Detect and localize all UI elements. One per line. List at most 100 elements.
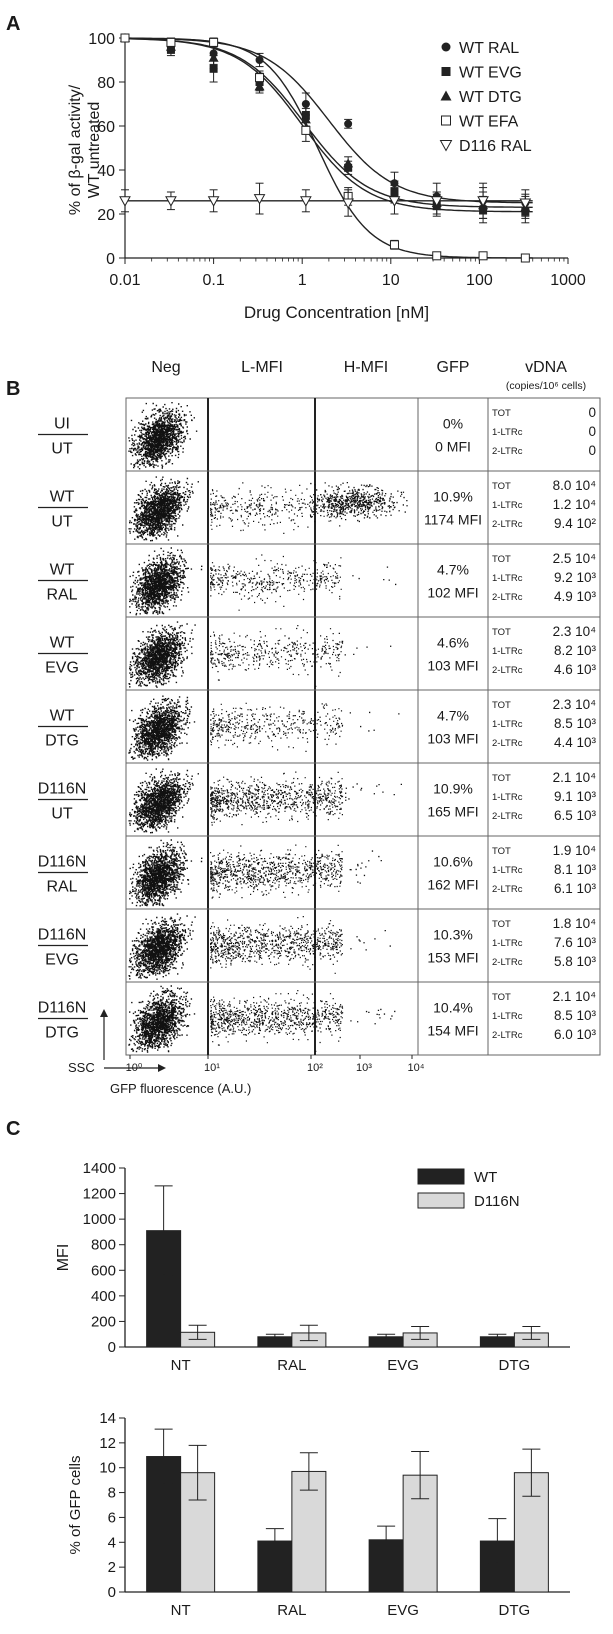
row-condition-top: WT	[50, 489, 75, 506]
legend-label: WT EFA	[459, 114, 519, 131]
y-tick-label: 6	[108, 1509, 116, 1526]
legend-label: WT EVG	[459, 65, 522, 82]
row-gfp-percent: 4.6%	[437, 635, 469, 651]
legend-label: WT RAL	[459, 40, 519, 57]
ssc-axis-label: SSC	[68, 1060, 95, 1075]
flow-cytometry-dots	[128, 913, 391, 980]
row-condition-top: D116N	[38, 927, 87, 944]
row-condition-bottom: UT	[51, 514, 73, 531]
y-tick-label: 10	[99, 1460, 116, 1477]
row-gfp-percent: 10.4%	[433, 1000, 473, 1016]
vdna-row-label: 2-LTRc	[492, 665, 523, 676]
table-row: UI UT 0% 0 MFI TOT 0 1-LTRc 0 2-LTRc 0	[38, 402, 596, 470]
vdna-row-label: TOT	[492, 408, 511, 419]
row-condition-top: WT	[50, 562, 75, 579]
row-condition-bottom: UT	[51, 441, 73, 458]
category-label: NT	[171, 1602, 191, 1619]
y-tick-label: 1400	[83, 1160, 116, 1177]
vdna-value: 6.1 10³	[554, 881, 597, 896]
row-gfp-percent: 10.9%	[433, 489, 473, 505]
legend-swatch	[417, 1168, 465, 1185]
row-mfi: 165 MFI	[427, 804, 478, 820]
vdna-row-label: 1-LTRc	[492, 646, 523, 657]
data-point	[519, 198, 532, 210]
vdna-value: 8.2 10³	[554, 643, 597, 658]
x-tick-label: 0.01	[109, 272, 140, 289]
y-tick-label: 60	[97, 119, 115, 136]
row-condition-top: WT	[50, 708, 75, 725]
vdna-row-label: 1-LTRc	[492, 1011, 523, 1022]
vdna-value: 9.2 10³	[554, 570, 597, 585]
table-row: WT EVG 4.6% 103 MFI TOT 2.3 10⁴ 1-LTRc 8.2 10³ 2…	[38, 621, 597, 688]
vdna-value: 2.3 10⁴	[553, 624, 597, 639]
header-vdna: vDNA	[525, 359, 567, 376]
data-point	[388, 196, 401, 207]
row-mfi: 103 MFI	[427, 731, 478, 747]
data-point	[520, 253, 530, 263]
legend-label: WT DTG	[459, 89, 522, 106]
legend-swatch	[417, 1192, 465, 1209]
row-mfi: 102 MFI	[427, 585, 478, 601]
y-tick-label: 200	[91, 1313, 116, 1330]
header-gfp: GFP	[437, 359, 470, 376]
panel-a-dose-response-chart: A 0.01 0.1 1 10 100 1000 0 20 40 60 80 100 Drug Conc…	[6, 13, 586, 322]
flow-x-tick-label: 10³	[356, 1062, 372, 1074]
row-mfi: 162 MFI	[427, 877, 478, 893]
row-mfi: 154 MFI	[427, 1023, 478, 1039]
data-point	[253, 194, 266, 205]
flow-cytometry-dots	[129, 547, 397, 616]
vdna-row-label: 1-LTRc	[492, 938, 523, 949]
vdna-row-label: 2-LTRc	[492, 592, 523, 603]
table-row: D116N DTG 10.4% 154 MFI TOT 2.1 10⁴ 1-LTRc 8.5 …	[38, 985, 597, 1053]
row-condition-top: WT	[50, 635, 75, 652]
data-point	[165, 196, 177, 207]
flow-cytometry-dots	[128, 695, 400, 761]
vdna-row-label: TOT	[492, 700, 511, 711]
vdna-value: 0	[588, 424, 596, 439]
x-axis-label: Drug Concentration [nM]	[244, 303, 429, 322]
row-condition-top: D116N	[38, 781, 87, 798]
flow-x-tick-label: 10⁴	[408, 1062, 425, 1074]
row-condition-top: UI	[54, 416, 70, 433]
category-label: DTG	[499, 1357, 531, 1374]
panel-a-letter: A	[6, 13, 20, 35]
vdna-row-label: TOT	[492, 992, 511, 1003]
vdna-value: 5.8 10³	[554, 954, 597, 969]
data-point	[430, 196, 443, 207]
legend-marker	[439, 140, 453, 152]
table-row: D116N UT 10.9% 165 MFI TOT 2.1 10⁴ 1-LTRc 9.1 1…	[38, 768, 597, 834]
y-tick-label: 1000	[83, 1211, 116, 1228]
vdna-row-label: TOT	[492, 627, 511, 638]
row-mfi: 0 MFI	[435, 439, 471, 455]
vdna-row-label: TOT	[492, 481, 511, 492]
y-axis-label: % of GFP cells	[67, 1456, 84, 1555]
y-axis-label-line1: % of β-gal activity/	[67, 84, 84, 215]
row-mfi: 103 MFI	[427, 658, 478, 674]
vdna-row-label: 2-LTRc	[492, 519, 523, 530]
header-vdna-units: (copies/10⁶ cells)	[506, 380, 586, 392]
data-point	[301, 125, 311, 135]
vdna-value: 0	[588, 443, 596, 458]
row-gfp-percent: 4.7%	[437, 562, 469, 578]
y-tick-label: 0	[108, 1584, 116, 1601]
legend-label: D116 RAL	[459, 138, 532, 155]
row-condition-bottom: DTG	[45, 1025, 79, 1042]
vdna-value: 8.5 10³	[554, 1008, 597, 1023]
vdna-value: 8.1 10³	[554, 862, 597, 877]
row-gfp-percent: 0%	[443, 416, 463, 432]
panel-b-flow-cytometry-table: B Neg L-MFI H-MFI GFP vDNA (copies/10⁶ cells)…	[6, 359, 601, 1096]
legend-marker	[441, 115, 451, 126]
row-gfp-percent: 4.7%	[437, 708, 469, 724]
table-row: WT RAL 4.7% 102 MFI TOT 2.5 10⁴ 1-LTRc 9.2 10³ 2…	[38, 547, 597, 616]
data-point	[254, 81, 265, 91]
legend: WT RAL WT EVG WT DTG WT EFA D116 RAL	[439, 40, 532, 155]
y-tick-label: 12	[99, 1435, 116, 1452]
vdna-value: 1.8 10⁴	[553, 916, 597, 931]
row-condition-bottom: RAL	[46, 879, 77, 896]
y-tick-label: 14	[99, 1410, 116, 1427]
x-tick-label: 1000	[550, 272, 586, 289]
row-gfp-percent: 10.3%	[433, 927, 473, 943]
vdna-value: 4.9 10³	[554, 589, 597, 604]
panel-b-letter: B	[6, 378, 20, 400]
vdna-row-label: 2-LTRc	[492, 811, 523, 822]
